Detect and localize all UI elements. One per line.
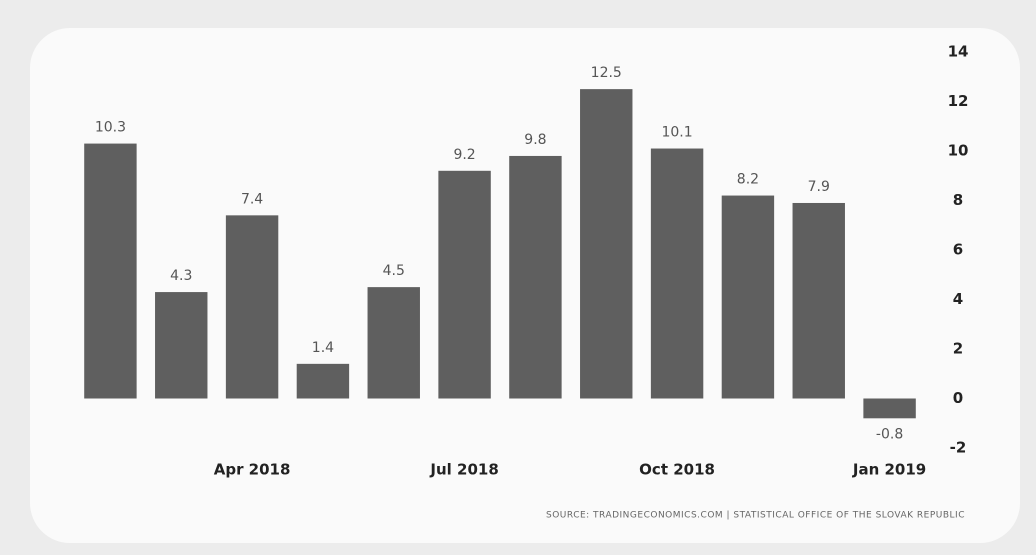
value-label: 9.2 xyxy=(453,147,475,163)
bar xyxy=(438,170,491,399)
value-label: 10.1 xyxy=(661,125,692,141)
y-tick-label: 6 xyxy=(953,241,963,259)
value-label: 4.5 xyxy=(383,263,405,279)
bar xyxy=(367,287,420,399)
y-tick-label: 2 xyxy=(953,340,963,358)
bar xyxy=(792,202,845,399)
bar xyxy=(84,143,137,399)
y-tick-label: 12 xyxy=(948,92,969,110)
x-tick-label: Jul 2018 xyxy=(429,461,498,479)
value-label: 10.3 xyxy=(95,120,126,136)
value-label: 4.3 xyxy=(170,268,192,284)
value-label: 1.4 xyxy=(312,340,334,356)
value-label: 7.4 xyxy=(241,191,263,207)
y-tick-label: -2 xyxy=(950,439,967,457)
bar xyxy=(721,195,775,399)
value-label: 8.2 xyxy=(737,172,759,188)
x-tick-label: Jan 2019 xyxy=(852,461,926,479)
bar xyxy=(296,363,350,399)
y-tick-label: 4 xyxy=(953,290,963,308)
bar xyxy=(225,215,279,399)
y-tick-label: 8 xyxy=(953,191,963,209)
y-tick-label: 14 xyxy=(948,43,969,61)
value-label: 7.9 xyxy=(808,179,830,195)
bar xyxy=(863,398,916,419)
bar xyxy=(155,292,208,399)
bar xyxy=(650,148,704,399)
value-label: 12.5 xyxy=(591,65,622,81)
bar xyxy=(580,89,633,399)
y-tick-label: 10 xyxy=(948,142,969,160)
source-note: SOURCE: TRADINGECONOMICS.COM | STATISTIC… xyxy=(546,511,965,521)
y-tick-label: 0 xyxy=(953,389,963,407)
value-label: -0.8 xyxy=(876,426,903,442)
x-tick-label: Oct 2018 xyxy=(639,461,715,479)
value-label: 9.8 xyxy=(524,132,546,148)
bar xyxy=(509,155,562,399)
x-tick-label: Apr 2018 xyxy=(214,461,291,479)
